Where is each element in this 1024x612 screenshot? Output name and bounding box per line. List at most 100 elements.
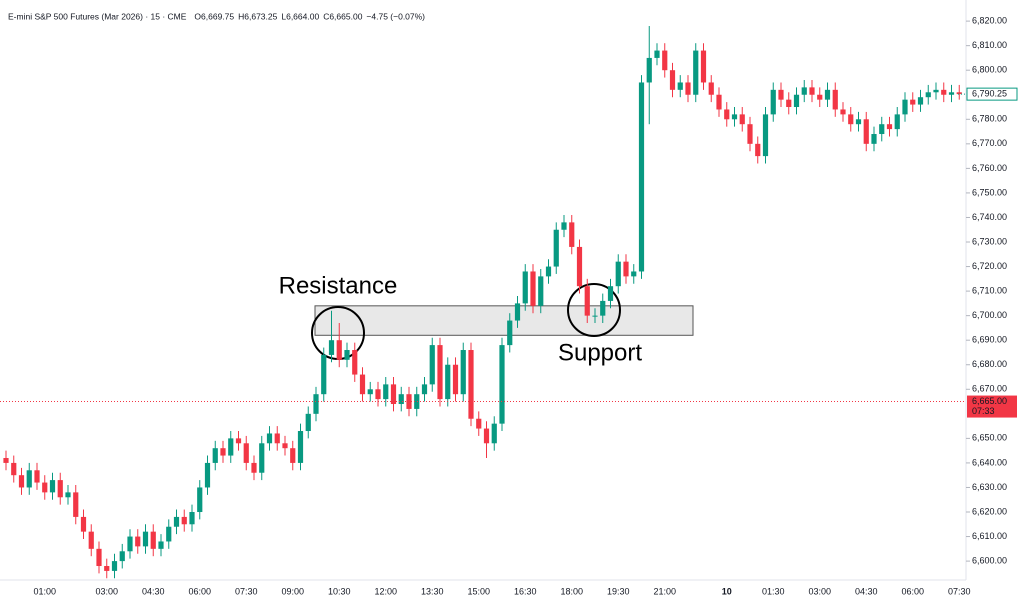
x-tick-label: 19:30 [607, 586, 630, 596]
y-tick-label: 6,650.00 [972, 433, 1007, 443]
candle-body [476, 418, 482, 429]
candle-body [646, 57, 652, 83]
y-tick-label: 6,780.00 [972, 114, 1007, 124]
y-tick-label: 6,670.00 [972, 384, 1007, 394]
header: E-mini S&P 500 Futures (Mar 2026) · 15 ·… [8, 11, 425, 21]
candle-body [49, 480, 56, 493]
y-tick-label: 6,720.00 [972, 261, 1007, 271]
candle-body [956, 92, 962, 95]
candle-body [685, 82, 691, 95]
candle-body [88, 531, 94, 549]
candle-body [421, 384, 428, 395]
candle-body [507, 320, 513, 346]
candle-body [592, 315, 598, 317]
candle-body [150, 531, 156, 549]
candle-body [708, 82, 714, 95]
candle-body [305, 413, 311, 432]
ohlc-key: C [323, 11, 329, 21]
candle-body [824, 89, 831, 100]
resistance-label: Resistance [279, 272, 398, 299]
candle-body [553, 229, 559, 267]
candle-body [398, 394, 404, 405]
candle-body [669, 70, 676, 90]
candle-body [34, 470, 40, 483]
candle-body [390, 384, 397, 405]
y-tick-label: 6,810.00 [972, 40, 1007, 50]
candle-body [204, 462, 211, 488]
candle-body [80, 516, 87, 532]
candle-body [290, 448, 296, 463]
price-marker-box [967, 395, 1017, 418]
price-marker-box [966, 87, 1018, 101]
y-tick-label: 6,630.00 [972, 482, 1007, 492]
candle-body [638, 82, 645, 272]
candle-body [778, 89, 784, 100]
candle-body [181, 516, 187, 525]
candle-body [274, 433, 280, 444]
candle-body [499, 345, 505, 424]
candle-body [677, 82, 683, 90]
ohlc-value: 6,665.00 [329, 11, 362, 21]
candle-body [739, 114, 745, 125]
y-tick-label: 6,800.00 [972, 65, 1007, 75]
x-tick-label: 03:00 [95, 586, 118, 596]
y-tick-label: 6,750.00 [972, 187, 1007, 197]
candle-body [251, 462, 257, 473]
sr-zone [314, 305, 694, 336]
change: −4.75 (−0.07%) [366, 11, 425, 21]
price-marker-time: 07:33 [972, 406, 995, 416]
candle-body [243, 443, 249, 463]
candle-body [313, 394, 319, 414]
candle-body [119, 551, 125, 562]
x-tick-label: 16:30 [514, 586, 537, 596]
candle-body [902, 99, 908, 115]
candle-body [793, 94, 800, 108]
candle-body [654, 50, 660, 58]
y-tick-label: 6,610.00 [972, 531, 1007, 541]
candle-body [933, 89, 939, 93]
ohlc-key: L [281, 11, 286, 21]
candle-body [212, 448, 218, 463]
x-tick-label: 07:30 [948, 586, 971, 596]
y-tick-label: 6,710.00 [972, 285, 1007, 295]
candle-body [321, 354, 327, 395]
candle-body [460, 350, 466, 395]
candle-body [452, 364, 459, 395]
candle-body [809, 87, 815, 95]
candle-body [786, 99, 792, 108]
candle-body [917, 97, 924, 105]
candle-body [623, 261, 629, 277]
candle-body [173, 516, 180, 527]
candle-body [832, 89, 838, 110]
candle-body [700, 50, 707, 83]
candle-body [259, 443, 265, 473]
candle-body [817, 94, 823, 100]
candle-body [770, 89, 776, 115]
y-tick-label: 6,640.00 [972, 457, 1007, 467]
candle-body [530, 271, 536, 306]
candle-body [282, 443, 288, 449]
candle-body [18, 475, 25, 488]
y-tick-label: 6,620.00 [972, 506, 1007, 516]
y-tick-label: 6,760.00 [972, 163, 1007, 173]
support-circle [567, 283, 621, 337]
candle-body [631, 271, 637, 277]
candle-body [142, 531, 149, 547]
x-tick-label: 10 [722, 586, 732, 596]
candle-body [762, 114, 769, 157]
candle-body [584, 286, 590, 316]
candle-body [561, 222, 567, 230]
candle-body [716, 94, 722, 110]
candle-body [158, 541, 164, 549]
candle-body [879, 124, 885, 135]
x-tick-label: 09:00 [281, 586, 304, 596]
candle-body [383, 384, 389, 400]
candle-body [871, 134, 877, 144]
candle-body [693, 50, 699, 95]
candle-body [11, 462, 17, 476]
y-tick-label: 6,820.00 [972, 15, 1007, 25]
x-tick-label: 10:30 [328, 586, 351, 596]
candle-body [855, 119, 862, 125]
y-tick-label: 6,700.00 [972, 310, 1007, 320]
